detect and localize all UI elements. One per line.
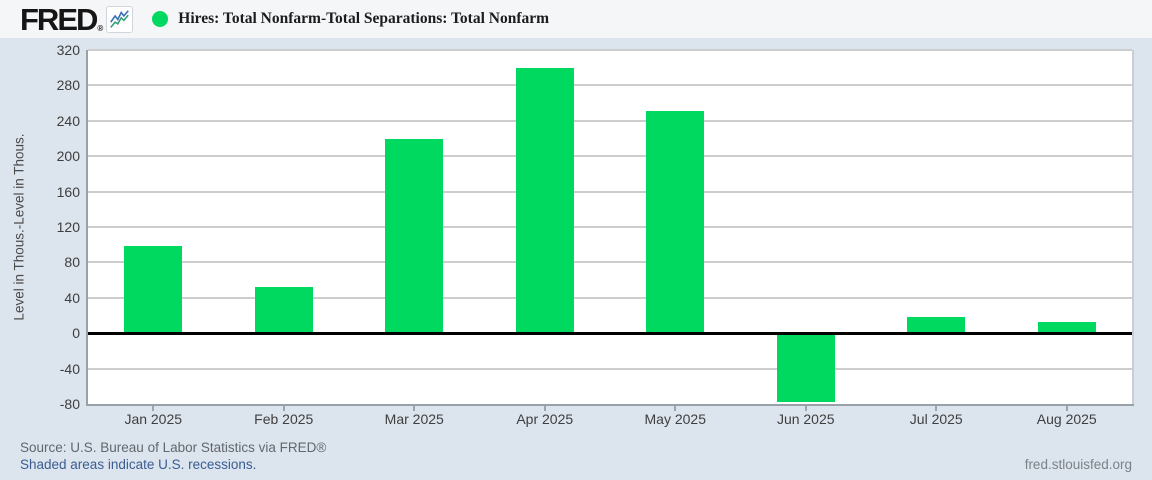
x-tick-jun-2025 bbox=[804, 406, 807, 411]
gridline-240 bbox=[88, 119, 1132, 122]
fred-logo-text: FRED bbox=[20, 1, 98, 37]
x-tick-label-jul-2025: Jul 2025 bbox=[909, 411, 963, 427]
bar-apr-2025[interactable] bbox=[515, 67, 574, 334]
fred-site-link[interactable]: fred.stlouisfed.org bbox=[1024, 457, 1132, 472]
x-tick-feb-2025 bbox=[282, 406, 285, 411]
y-tick-label-280: 280 bbox=[56, 77, 80, 94]
bar-jun-2025[interactable] bbox=[776, 333, 835, 403]
y-tick-label-120: 120 bbox=[56, 219, 80, 235]
y-tick-label-0: 0 bbox=[72, 325, 80, 342]
y-tick-label--40: -40 bbox=[59, 360, 80, 377]
source-note: Source: U.S. Bureau of Labor Statistics … bbox=[20, 440, 327, 455]
gridline-280 bbox=[88, 84, 1132, 87]
bar-feb-2025[interactable] bbox=[254, 287, 313, 334]
x-tick-label-jan-2025: Jan 2025 bbox=[124, 411, 183, 427]
header-bar: FRED ® Hires: Total Nonfarm-Total Separat… bbox=[0, 0, 1152, 38]
gridline-80 bbox=[88, 261, 1132, 264]
zero-line bbox=[88, 331, 1132, 335]
x-tick-label-may-2025: May 2025 bbox=[644, 411, 706, 427]
x-tick-label-aug-2025: Aug 2025 bbox=[1036, 411, 1097, 427]
series-legend-dot[interactable] bbox=[152, 11, 169, 27]
gridline-200 bbox=[88, 155, 1132, 158]
y-tick-label-80: 80 bbox=[64, 254, 80, 271]
y-axis-line bbox=[86, 50, 88, 406]
gridline-160 bbox=[88, 190, 1132, 193]
x-tick-jan-2025 bbox=[152, 406, 155, 411]
y-tick-label-320: 320 bbox=[56, 42, 80, 58]
gridline-40 bbox=[88, 296, 1132, 299]
plot-right-border bbox=[1132, 50, 1134, 404]
x-tick-label-feb-2025: Feb 2025 bbox=[254, 411, 314, 427]
bar-may-2025[interactable] bbox=[646, 111, 705, 334]
x-tick-label-apr-2025: Apr 2025 bbox=[516, 411, 574, 427]
y-tick-label-160: 160 bbox=[56, 183, 80, 200]
bar-aug-2025[interactable] bbox=[1037, 321, 1096, 334]
gridline-120 bbox=[88, 226, 1132, 228]
plot-area bbox=[88, 49, 1132, 404]
x-tick-jul-2025 bbox=[935, 406, 938, 411]
x-tick-label-jun-2025: Jun 2025 bbox=[776, 411, 835, 427]
gridline--40 bbox=[88, 367, 1132, 370]
y-tick-label-40: 40 bbox=[64, 289, 80, 306]
recessions-link[interactable]: Shaded areas indicate U.S. recessions. bbox=[20, 457, 257, 472]
fred-sparkline-icon bbox=[106, 5, 134, 33]
bar-jan-2025[interactable] bbox=[124, 246, 183, 334]
x-tick-label-mar-2025: Mar 2025 bbox=[384, 411, 444, 427]
x-tick-apr-2025 bbox=[543, 406, 546, 411]
y-tick-label--80: -80 bbox=[59, 396, 80, 412]
x-tick-may-2025 bbox=[674, 406, 677, 411]
registered-mark: ® bbox=[97, 23, 104, 33]
gridline-320 bbox=[88, 49, 1132, 51]
bar-jul-2025[interactable] bbox=[907, 317, 966, 334]
y-tick-label-200: 200 bbox=[56, 148, 80, 165]
x-tick-aug-2025 bbox=[1065, 406, 1068, 411]
y-tick-label-240: 240 bbox=[56, 112, 80, 129]
bar-mar-2025[interactable] bbox=[385, 138, 444, 334]
x-tick-mar-2025 bbox=[413, 406, 416, 411]
x-axis-line bbox=[86, 404, 1134, 406]
fred-logo[interactable]: FRED ® bbox=[20, 4, 103, 35]
chart-title[interactable]: Hires: Total Nonfarm-Total Separations: … bbox=[178, 10, 550, 27]
